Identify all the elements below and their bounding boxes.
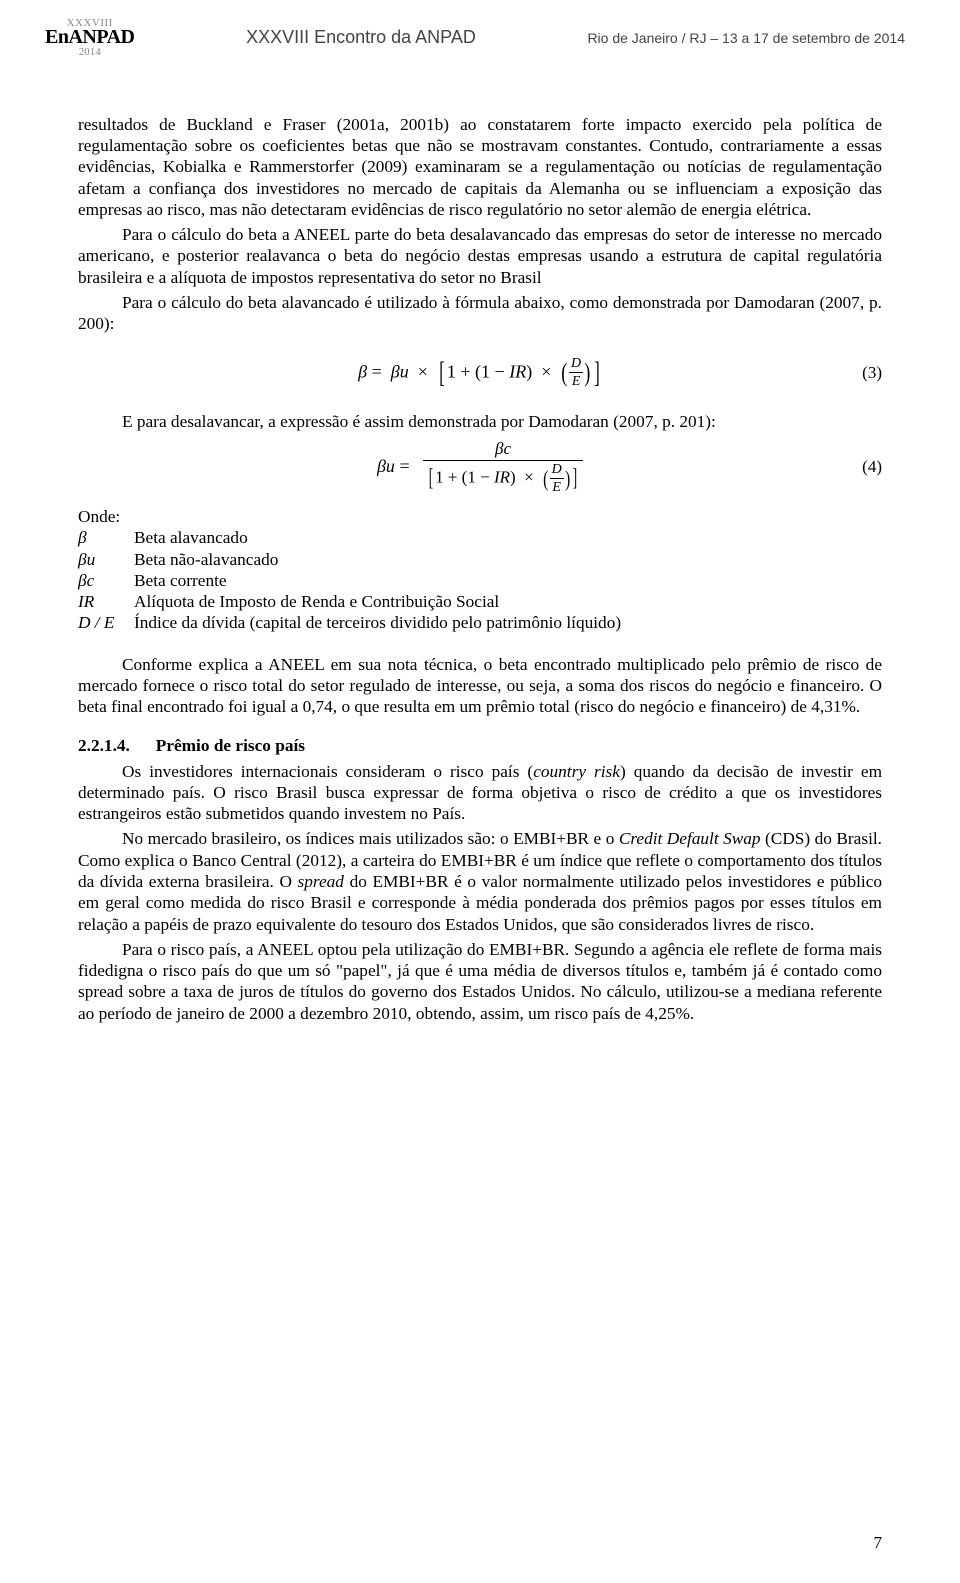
variable-definitions: Onde: βBeta alavancado βuBeta não-alavan… <box>78 506 882 634</box>
paragraph-6: Os investidores internacionais considera… <box>78 761 882 825</box>
paragraph-5: Conforme explica a ANEEL em sua nota téc… <box>78 654 882 718</box>
paragraph-7: No mercado brasileiro, os índices mais u… <box>78 828 882 934</box>
p7-a: No mercado brasileiro, os índices mais u… <box>122 829 619 848</box>
equation-3: β = βu × [1 + (1 − IR) × (DE)] (3) <box>78 355 882 392</box>
conference-logo: XXXVIII EnANPAD 2014 <box>45 18 134 58</box>
def-text: Índice da dívida (capital de terceiros d… <box>134 612 627 633</box>
paragraph-2: Para o cálculo do beta a ANEEL parte do … <box>78 224 882 288</box>
def-symbol: βu <box>78 549 134 570</box>
equation-4: βu = βc [1 + (1 − IR) × (DE)] (4) <box>78 439 882 496</box>
paragraph-1: resultados de Buckland e Fraser (2001a, … <box>78 114 882 220</box>
equation-3-number: (3) <box>862 363 882 384</box>
logo-name: EnANPAD <box>45 28 134 47</box>
defs-row: IRAlíquota de Imposto de Renda e Contrib… <box>78 591 627 612</box>
def-symbol: β <box>78 527 134 548</box>
def-text: Beta alavancado <box>134 527 627 548</box>
paragraph-8: Para o risco país, a ANEEL optou pela ut… <box>78 939 882 1024</box>
defs-row: βcBeta corrente <box>78 570 627 591</box>
defs-row: D / EÍndice da dívida (capital de tercei… <box>78 612 627 633</box>
section-heading: 2.2.1.4. Prêmio de risco país <box>78 735 882 756</box>
def-symbol: βc <box>78 570 134 591</box>
equation-3-body: β = βu × [1 + (1 − IR) × (DE)] <box>358 355 602 392</box>
p7-italic-2: spread <box>298 872 344 891</box>
conference-location-date: Rio de Janeiro / RJ – 13 a 17 de setembr… <box>587 30 905 46</box>
conference-title: XXXVIII Encontro da ANPAD <box>246 27 476 48</box>
section-title: Prêmio de risco país <box>156 736 305 755</box>
def-text: Beta corrente <box>134 570 627 591</box>
def-symbol: D / E <box>78 612 134 633</box>
def-text: Beta não-alavancado <box>134 549 627 570</box>
defs-table: βBeta alavancado βuBeta não-alavancado β… <box>78 527 627 633</box>
p7-italic-1: Credit Default Swap <box>619 829 761 848</box>
p6-italic: country risk <box>533 762 620 781</box>
page-number: 7 <box>874 1533 883 1553</box>
p6-a: Os investidores internacionais considera… <box>122 762 533 781</box>
section-number: 2.2.1.4. <box>78 736 130 755</box>
equation-4-body: βu = βc [1 + (1 − IR) × (DE)] <box>377 439 583 496</box>
page-header: XXXVIII EnANPAD 2014 XXXVIII Encontro da… <box>0 0 960 66</box>
defs-row: βBeta alavancado <box>78 527 627 548</box>
paragraph-3: Para o cálculo do beta alavancado é util… <box>78 292 882 335</box>
defs-row: βuBeta não-alavancado <box>78 549 627 570</box>
logo-year: 2014 <box>45 47 134 57</box>
def-symbol: IR <box>78 591 134 612</box>
paragraph-4: E para desalavancar, a expressão é assim… <box>78 411 882 432</box>
page-content: resultados de Buckland e Fraser (2001a, … <box>0 66 960 1058</box>
def-text: Alíquota de Imposto de Renda e Contribui… <box>134 591 627 612</box>
defs-label: Onde: <box>78 506 882 527</box>
equation-4-number: (4) <box>862 457 882 478</box>
